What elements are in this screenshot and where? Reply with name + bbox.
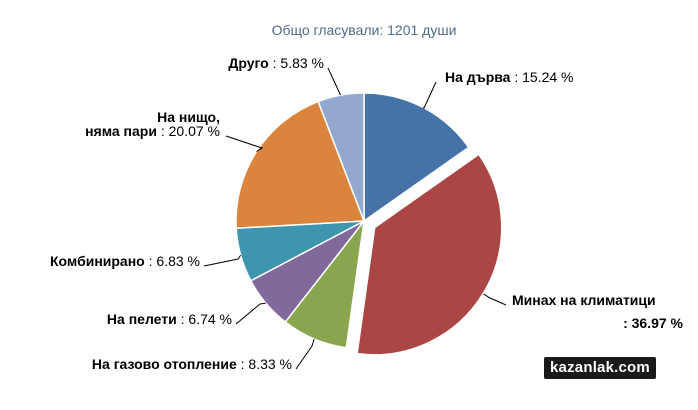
slice-value-5: : 6.83 % [145, 253, 200, 269]
slice-labels: На дърва : 15.24 % Минах на климатици : 36… [50, 55, 684, 372]
slice-label-1: На дърва : 15.24 % [445, 69, 574, 85]
watermark-logo: kazanlak.com [544, 357, 656, 379]
leader-line-7 [327, 67, 342, 96]
leader-line-6 [225, 135, 264, 152]
slice-value-6: : 20.07 % [157, 123, 220, 139]
slice-label-4: На пелети : 6.74 % [107, 311, 232, 327]
leader-line-5 [203, 254, 242, 267]
chart-title: Общо гласували: 1201 души [272, 22, 457, 38]
leader-line-3 [295, 338, 315, 370]
slice-label-3: На газово отопление : 8.33 % [92, 356, 292, 372]
leader-lines [203, 67, 507, 370]
pie-slice-6[interactable] [235, 100, 366, 230]
leader-line-4 [235, 302, 266, 325]
slice-label-6: На нищо, няма пари : 20.07 % [85, 109, 220, 139]
slice-value-1: : 15.24 % [510, 69, 573, 85]
slice-label-7: Друго : 5.83 % [228, 55, 324, 71]
pie-slices [235, 92, 504, 357]
slice-value-4: : 6.74 % [177, 311, 232, 327]
slice-label-2: Минах на климатици [512, 292, 656, 308]
slice-value-7: : 5.83 % [269, 55, 324, 71]
pie-slice-2[interactable] [355, 151, 504, 357]
slice-value-3: : 8.33 % [237, 356, 292, 372]
leader-line-1 [422, 81, 437, 109]
leader-line-2 [483, 293, 507, 306]
pie-slice-7[interactable] [317, 92, 365, 222]
slice-label-5: Комбинирано : 6.83 % [50, 253, 200, 269]
slice-value-2: : 36.97 % [623, 315, 683, 331]
